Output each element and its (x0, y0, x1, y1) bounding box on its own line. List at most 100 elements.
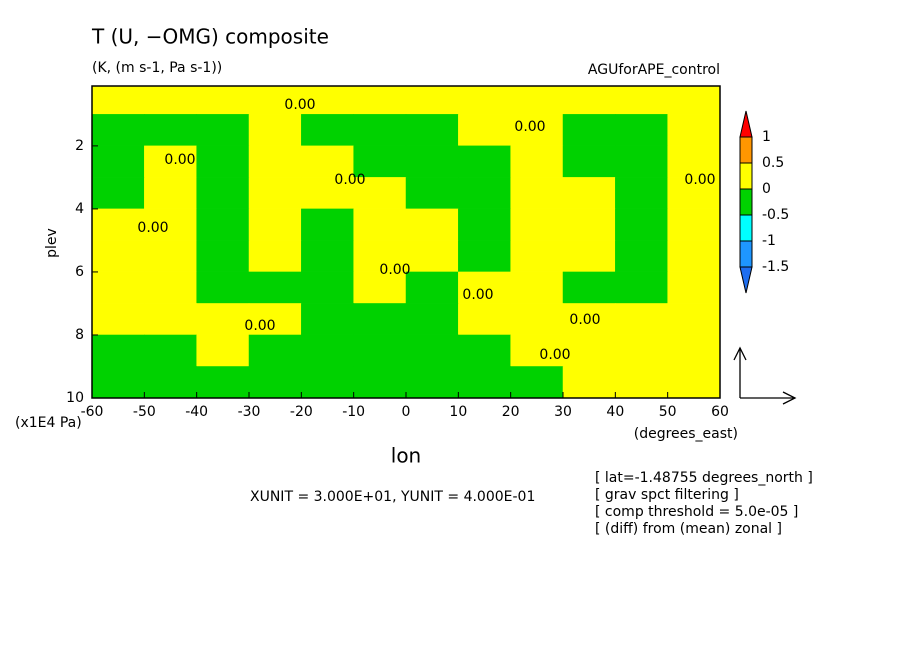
contour-cell (405, 303, 459, 336)
contour-cell (301, 145, 354, 178)
contour-cell (615, 240, 668, 273)
contour-cell (196, 85, 250, 115)
contour-label: 0.00 (684, 172, 715, 188)
contour-cell (405, 366, 459, 399)
y-unit: (x1E4 Pa) (15, 415, 82, 431)
contour-cell (248, 145, 302, 178)
contour-cell (510, 114, 564, 147)
contour-cell (615, 145, 668, 178)
contour-cell (353, 271, 407, 304)
x-tick-label: 20 (502, 404, 520, 420)
contour-cell (667, 240, 721, 273)
x-tick-label: 0 (402, 404, 411, 420)
contour-cell (405, 208, 459, 241)
contour-label: 0.00 (569, 312, 600, 328)
colorbar-segment (739, 136, 753, 164)
y-axis-label: plev (44, 228, 60, 258)
contour-cell (405, 271, 459, 304)
contour-cell (301, 85, 354, 115)
contour-cell (196, 303, 250, 336)
contour-cell (405, 334, 459, 367)
contour-label: 0.00 (284, 97, 315, 113)
y-tick-label: 8 (75, 327, 84, 343)
contour-cell (91, 240, 145, 273)
contour-cell (615, 271, 668, 304)
contour-cell (510, 271, 564, 304)
x-tick-label: -20 (290, 404, 313, 420)
note: [ (diff) from (mean) zonal ] (595, 521, 782, 537)
contour-cell (615, 334, 668, 367)
contour-cell (248, 85, 302, 115)
contour-cell (615, 303, 668, 336)
contour-cell (91, 334, 145, 367)
contour-cell (144, 334, 197, 367)
colorbar-segment (739, 240, 753, 268)
contour-cell (458, 303, 511, 336)
x-tick-label: 40 (606, 404, 624, 420)
contour-cell (301, 366, 354, 399)
contour-cell (510, 208, 564, 241)
contour-label: 0.00 (137, 220, 168, 236)
contour-cell (510, 177, 564, 210)
contour-cell (144, 177, 197, 210)
contour-label: 0.00 (462, 287, 493, 303)
contour-cell (301, 271, 354, 304)
contour-cell (353, 114, 407, 147)
contour-cell (91, 366, 145, 399)
contour-cell (196, 271, 250, 304)
contour-cell (667, 177, 721, 210)
contour-cell (458, 334, 511, 367)
contour-cell (248, 303, 302, 336)
x-tick-label: -30 (238, 404, 261, 420)
contour-cell (248, 271, 302, 304)
colorbar-label: 1 (762, 129, 771, 145)
contour-cell (144, 366, 197, 399)
contour-cell (458, 240, 511, 273)
contour-cell (196, 208, 250, 241)
contour-cell (510, 303, 564, 336)
contour-cell (248, 240, 302, 273)
contour-cell (196, 334, 250, 367)
vector-units: XUNIT = 3.000E+01, YUNIT = 4.000E-01 (250, 489, 535, 505)
contour-cell (667, 208, 721, 241)
contour-cell (301, 208, 354, 241)
contour-cell (562, 177, 616, 210)
x-tick-label: -40 (185, 404, 208, 420)
contour-cell (510, 334, 564, 367)
contour-cell (144, 271, 197, 304)
contour-cell (405, 145, 459, 178)
x-tick-label: -60 (81, 404, 104, 420)
contour-cell (667, 303, 721, 336)
contour-label: 0.00 (514, 119, 545, 135)
x-tick-label: -50 (133, 404, 156, 420)
colorbar-label: -0.5 (762, 207, 789, 223)
contour-cell (405, 177, 459, 210)
contour-cell (91, 271, 145, 304)
contour-label: 0.00 (164, 152, 195, 168)
contour-cell (562, 145, 616, 178)
colorbar-label: 0.5 (762, 155, 784, 171)
contour-cell (510, 85, 564, 115)
contour-cell (458, 177, 511, 210)
contour-cell (144, 85, 197, 115)
colorbar-triangle (739, 266, 753, 294)
contour-cell (510, 366, 564, 399)
contour-label: 0.00 (334, 172, 365, 188)
contour-cell (196, 177, 250, 210)
contour-cell (405, 85, 459, 115)
contour-cell (91, 114, 145, 147)
contour-cell (248, 114, 302, 147)
contour-cell (353, 334, 407, 367)
contour-cell (353, 366, 407, 399)
experiment-label: AGUforAPE_control (588, 62, 720, 78)
colorbar-segment (739, 214, 753, 242)
y-tick-label: 2 (75, 138, 84, 154)
contour-cell (353, 240, 407, 273)
contour-label: 0.00 (379, 262, 410, 278)
contour-cell (562, 240, 616, 273)
chart-subtitle: (K, (m s-1, Pa s-1)) (92, 60, 222, 76)
contour-cell (562, 271, 616, 304)
contour-cell (301, 177, 354, 210)
x-tick-label: 30 (554, 404, 572, 420)
